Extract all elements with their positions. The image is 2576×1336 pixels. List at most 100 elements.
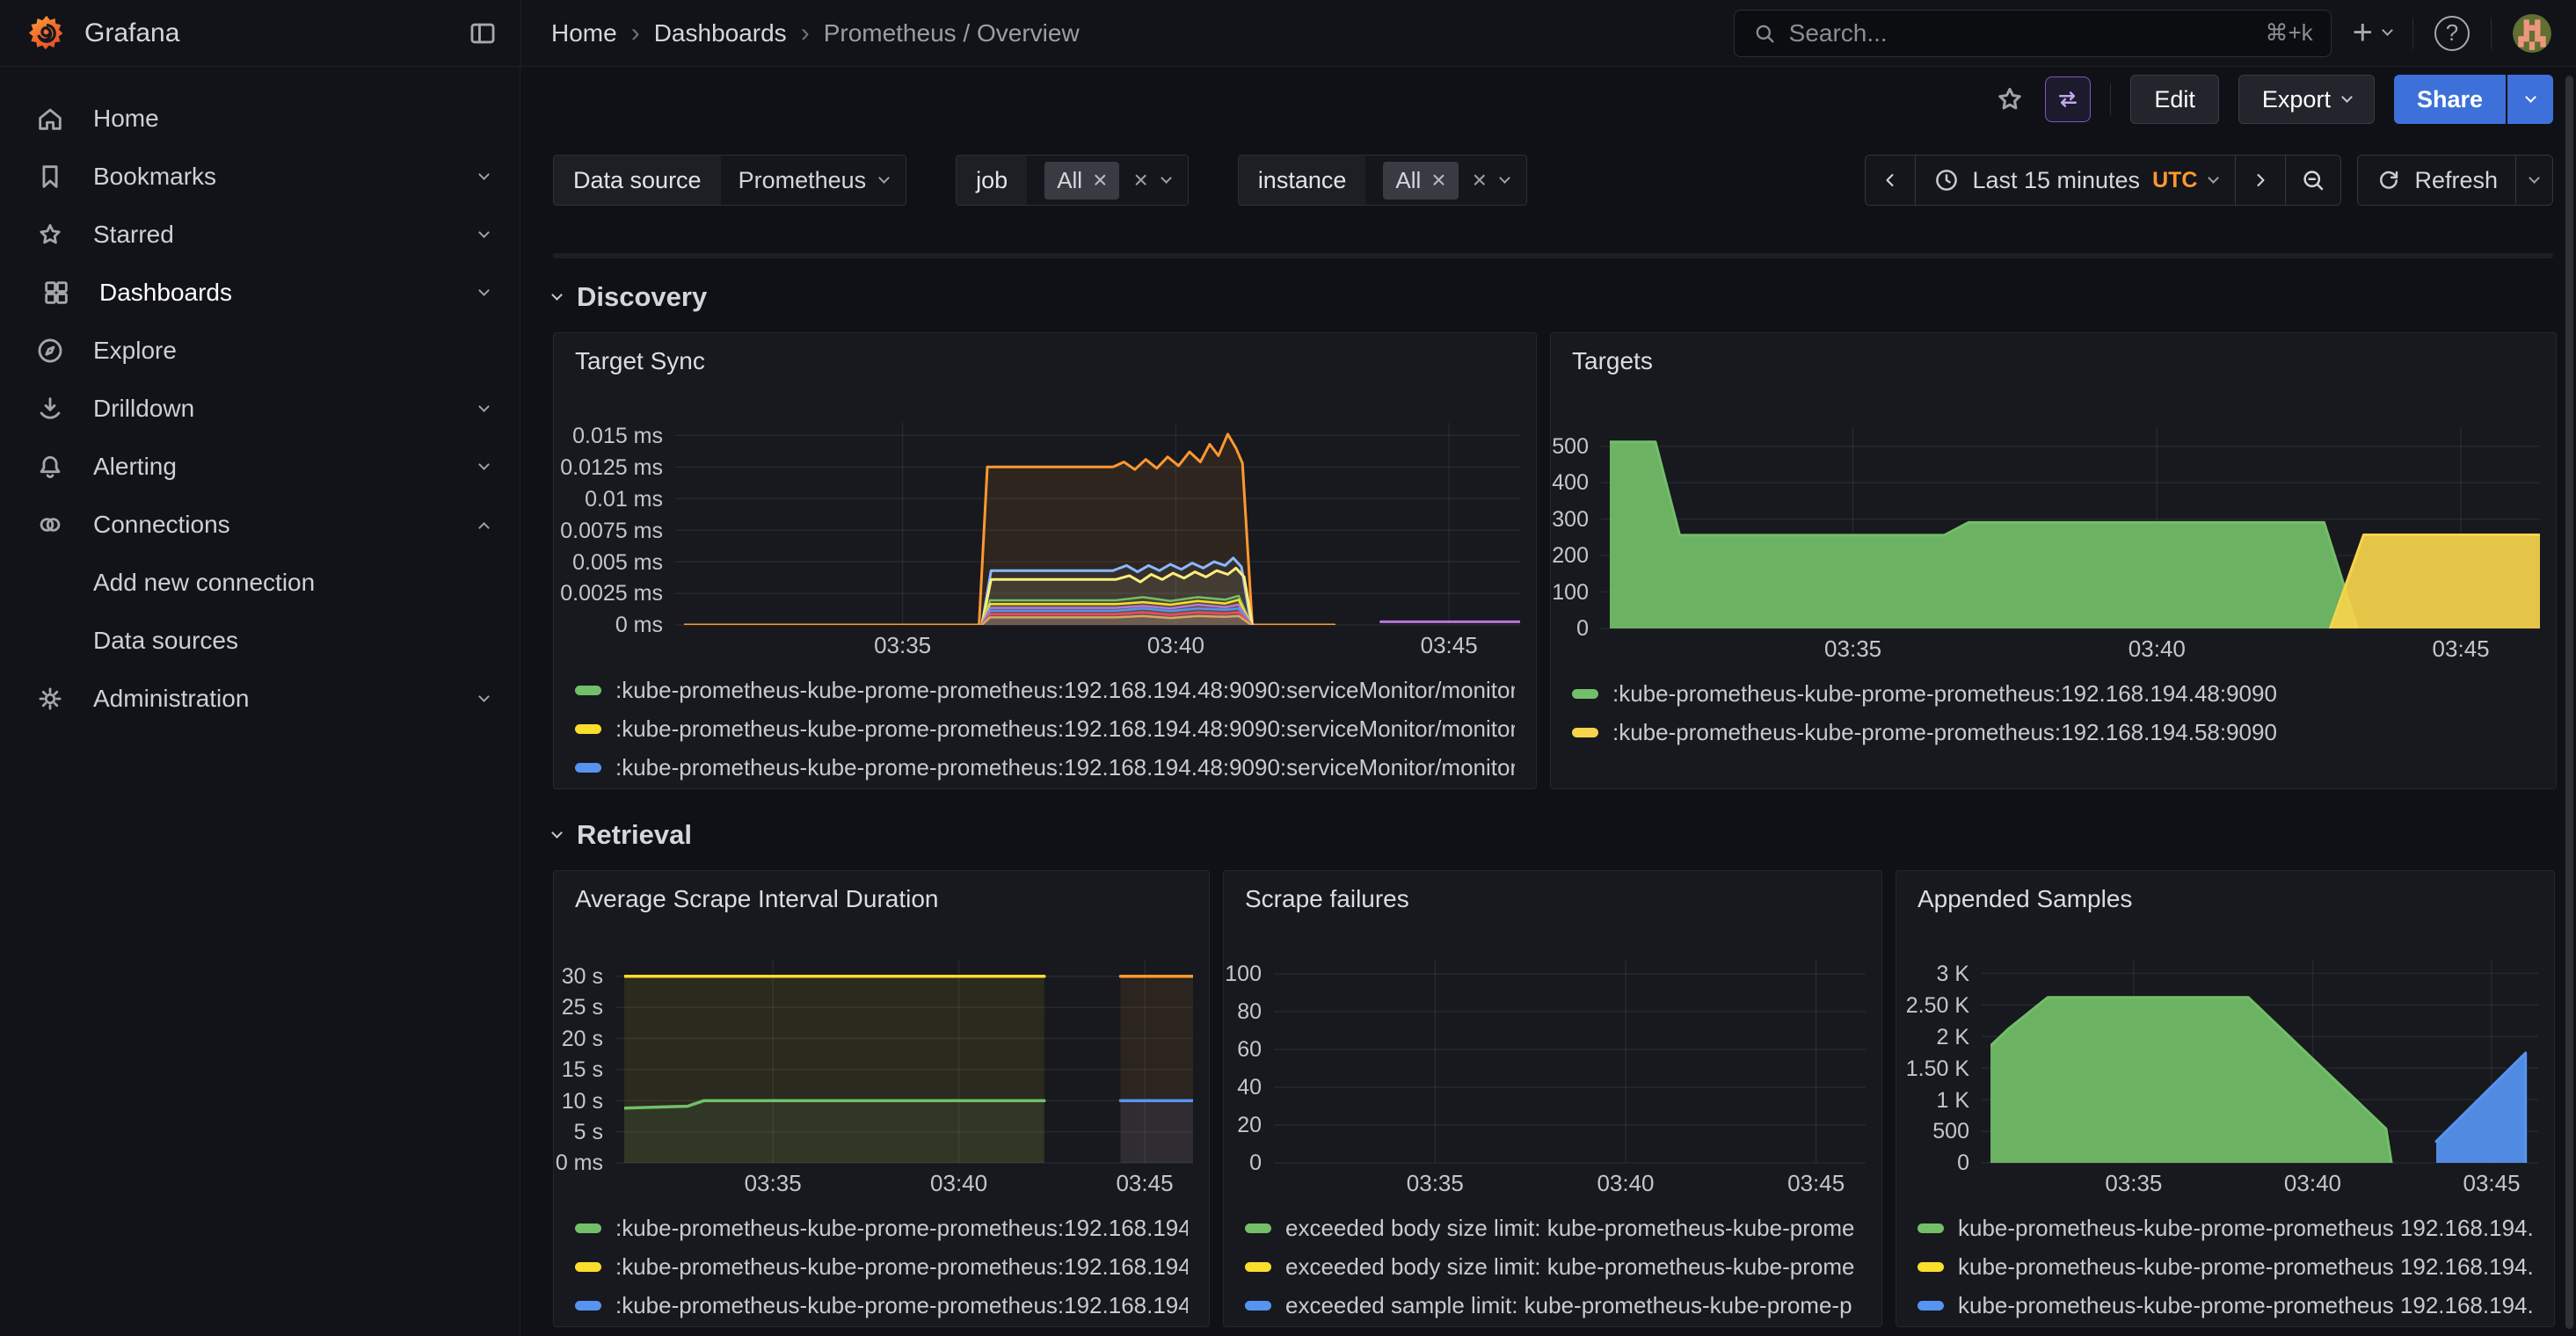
section-header-retrieval[interactable]: Retrieval [551,819,2553,851]
filters-row: Data source Prometheus job All × × instan… [553,155,2553,206]
legend-item[interactable]: kube-prometheus-kube-prome-prometheus 19… [1917,1247,2533,1286]
share-button[interactable]: Share [2393,75,2506,124]
breadcrumb-dashboards[interactable]: Dashboards [653,18,787,47]
x-tick-label: 03:40 [2128,635,2186,662]
zoom-out-button[interactable] [2286,156,2341,205]
sidebar-item-add-new-connection[interactable]: Add new connection [0,554,520,612]
section-header-discovery[interactable]: Discovery [551,281,2553,313]
plot-canvas[interactable] [675,423,1520,627]
chart-area: 0 500 1 K 1.50 K 2 K 2.50 K 3 K [1896,922,2554,1175]
legend-swatch [575,762,601,773]
legend-item[interactable]: :kube-prometheus-kube-prome-prometheus:1… [575,748,1515,787]
panel-title[interactable]: Appended Samples [1917,885,2133,912]
collapse-chevron-icon [551,288,563,301]
y-tick-label: 0.0075 ms [560,518,663,543]
job-label: job [957,156,1028,205]
grafana-logo[interactable] [26,13,67,54]
y-tick-label: 0 [1576,616,1589,641]
legend-item[interactable]: :kube-prometheus-kube-prome-prometheus:1… [1572,713,2535,752]
sidebar-item-starred[interactable]: Starred [0,206,520,264]
legend-label: kube-prometheus-kube-prome-prometheus 19… [1958,1291,2533,1318]
legend-item[interactable]: :kube-prometheus-kube-prome-prometheus:1… [575,1209,1188,1247]
timezone-label: UTC [2152,167,2198,192]
legend-item[interactable]: kube-prometheus-kube-prome-prometheus 19… [1917,1286,2533,1325]
legend-item[interactable]: :kube-prometheus-kube-prome-prometheus:1… [575,671,1515,709]
clear-filter-icon[interactable]: × [1133,166,1148,193]
y-tick-label: 30 s [561,964,603,990]
time-range-picker[interactable]: Last 15 minutes UTC [1916,156,2237,205]
panel-title[interactable]: Scrape failures [1245,885,1409,912]
legend-item[interactable]: kube-prometheus-kube-prome-prometheus 19… [1917,1209,2533,1247]
panel-title[interactable]: Target Sync [575,347,705,374]
panel-scrape-failures: Scrape failures 0 20 40 60 80 100 03:35 03:40 03:… [1223,870,1882,1327]
y-tick-label: 2 K [1936,1024,1969,1049]
legend-label: exceeded body size limit: kube-prometheu… [1285,1214,1855,1241]
legend-item[interactable]: :kube-prometheus-kube-prome-prometheus:1… [575,1286,1188,1325]
time-shift-forward-button[interactable] [2236,156,2287,205]
avatar[interactable] [2513,13,2551,53]
legend-item[interactable]: exceeded body size limit: kube-prometheu… [1245,1247,1860,1286]
datasource-select[interactable]: Prometheus [720,156,906,205]
instance-select[interactable]: All × × [1365,156,1527,205]
plot-canvas[interactable] [1601,426,2540,629]
export-button[interactable]: Export [2238,75,2375,124]
sidebar-item-label: Home [93,105,159,132]
share-dropdown-button[interactable] [2507,75,2553,124]
legend-item[interactable]: exceeded sample limit: kube-prometheus-k… [1245,1286,1860,1325]
help-icon[interactable]: ? [2434,15,2470,51]
instance-filter: instance All × × [1237,155,1528,206]
swap-arrows-icon[interactable] [2045,76,2092,122]
x-axis-labels: 03:35 03:40 03:45 [554,1163,1209,1200]
chart-area: 0 100 200 300 400 500 [1551,388,2556,641]
sidebar-item-data-sources[interactable]: Data sources [0,612,520,670]
search-input[interactable]: Search... ⌘+k [1733,9,2332,57]
favorite-star-icon[interactable] [1994,84,2026,115]
panel-title[interactable]: Targets [1572,347,1653,374]
panel-target-sync: Target Sync 0 ms 0.0025 ms 0.005 ms 0.0075 m… [553,332,1537,789]
sidebar-item-bookmarks[interactable]: Bookmarks [0,148,520,206]
legend: kube-prometheus-kube-prome-prometheus 19… [1896,1200,2554,1326]
sidebar-item-label: Starred [93,221,174,248]
legend-item[interactable]: exceeded body size limit: kube-prometheu… [1245,1209,1860,1247]
search-icon [1756,25,1774,42]
y-tick-label: 0 ms [615,613,663,638]
divider [2491,17,2492,49]
plot-canvas[interactable] [615,961,1193,1165]
x-axis-labels: 03:35 03:40 03:45 [1896,1163,2554,1200]
chevron-down-icon [478,226,490,238]
legend: :kube-prometheus-kube-prome-prometheus:1… [1551,665,2556,762]
plot-canvas[interactable] [1274,961,1866,1165]
y-tick-label: 0.0025 ms [560,581,663,606]
section-title: Discovery [577,281,708,312]
panel-title[interactable]: Average Scrape Interval Duration [575,885,939,912]
dashboard-toolbar: Edit Export Share [521,67,2576,132]
y-tick-label: 40 [1237,1075,1262,1100]
edit-button[interactable]: Edit [2130,75,2219,124]
main-content: Edit Export Share Data source Prometheus… [521,67,2576,1336]
instance-chip[interactable]: All × [1383,161,1459,200]
sidebar-item-drilldown[interactable]: Drilldown [0,380,520,438]
legend-item[interactable]: :kube-prometheus-kube-prome-prometheus:1… [575,1247,1188,1286]
sidebar-item-connections[interactable]: Connections [0,496,520,554]
chevron-down-icon [478,400,490,412]
vertical-scrollbar[interactable] [2565,76,2573,1329]
job-select[interactable]: All × × [1027,156,1188,205]
plot-canvas[interactable] [1982,961,2538,1165]
sidebar-item-explore[interactable]: Explore [0,322,520,380]
sidebar-item-alerting[interactable]: Alerting [0,438,520,496]
add-new-button[interactable]: + [2353,13,2393,53]
sidebar-toggle-icon[interactable] [468,18,498,48]
breadcrumb-home[interactable]: Home [551,18,617,47]
y-tick-label: 300 [1552,506,1589,532]
legend-item[interactable]: :kube-prometheus-kube-prome-prometheus:1… [1572,674,2535,713]
sidebar-item-administration[interactable]: Administration [0,670,520,728]
x-tick-label: 03:35 [2105,1170,2163,1197]
time-shift-back-button[interactable] [1866,156,1917,205]
job-chip[interactable]: All × [1044,161,1120,200]
refresh-button[interactable]: Refresh [2358,156,2516,205]
clear-filter-icon[interactable]: × [1472,166,1488,193]
sidebar-item-home[interactable]: Home [0,90,520,148]
sidebar-item-dashboards[interactable]: Dashboards [0,264,520,322]
refresh-interval-dropdown[interactable] [2516,156,2552,205]
legend-item[interactable]: :kube-prometheus-kube-prome-prometheus:1… [575,709,1515,748]
